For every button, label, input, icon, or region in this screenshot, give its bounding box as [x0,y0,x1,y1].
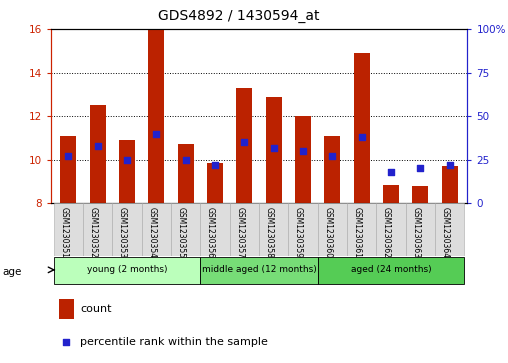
Bar [295,116,311,203]
Text: GSM1230356: GSM1230356 [206,208,215,258]
Point [358,134,366,140]
Point [270,144,278,150]
Text: GSM1230358: GSM1230358 [265,208,274,258]
Point [182,157,190,163]
Point [446,162,454,168]
Bar [412,186,428,203]
Bar [90,105,106,203]
Bar [207,163,223,203]
Point [123,157,131,163]
Text: GSM1230362: GSM1230362 [382,208,391,258]
Text: GSM1230352: GSM1230352 [89,208,98,258]
Text: GDS4892 / 1430594_at: GDS4892 / 1430594_at [158,9,320,23]
Text: GSM1230361: GSM1230361 [353,208,362,258]
Bar [406,203,435,256]
Point [93,143,102,149]
Bar [178,144,194,203]
Bar [60,136,77,203]
Text: percentile rank within the sample: percentile rank within the sample [80,337,268,347]
Text: GSM1230359: GSM1230359 [294,208,303,258]
Text: GSM1230364: GSM1230364 [441,208,450,258]
Bar [59,299,74,319]
Bar [112,203,142,256]
Text: GSM1230363: GSM1230363 [411,208,421,258]
Point [240,139,248,145]
Bar [230,203,259,256]
Text: GSM1230354: GSM1230354 [147,208,156,258]
Bar [289,203,318,256]
Bar [383,185,399,203]
Text: middle aged (12 months): middle aged (12 months) [202,265,316,274]
Bar [435,203,464,256]
Bar [171,203,201,256]
Text: age: age [2,266,21,277]
Bar [441,166,458,203]
Point [328,153,336,159]
Bar [119,140,135,203]
Bar [266,97,282,203]
Bar [83,203,112,256]
Point [417,166,425,171]
Text: aged (24 months): aged (24 months) [351,265,431,274]
Text: GSM1230360: GSM1230360 [324,208,332,258]
Point [152,131,161,136]
Bar [201,203,230,256]
Text: GSM1230353: GSM1230353 [118,208,127,258]
Text: GSM1230351: GSM1230351 [59,208,69,258]
Bar [318,203,347,256]
Point [211,162,219,168]
Bar [54,257,201,284]
Bar [318,257,464,284]
Bar [201,257,318,284]
Bar [54,203,83,256]
Bar [354,53,370,203]
Point [299,148,307,154]
Text: GSM1230355: GSM1230355 [177,208,186,258]
Text: GSM1230357: GSM1230357 [235,208,244,258]
Bar [376,203,406,256]
Bar [142,203,171,256]
Bar [236,88,252,203]
Bar [324,136,340,203]
Point [387,169,395,175]
Point [62,339,70,345]
Point [65,153,73,159]
Bar [347,203,376,256]
Text: young (2 months): young (2 months) [87,265,167,274]
Bar [148,29,165,203]
Bar [259,203,289,256]
Text: count: count [80,304,111,314]
